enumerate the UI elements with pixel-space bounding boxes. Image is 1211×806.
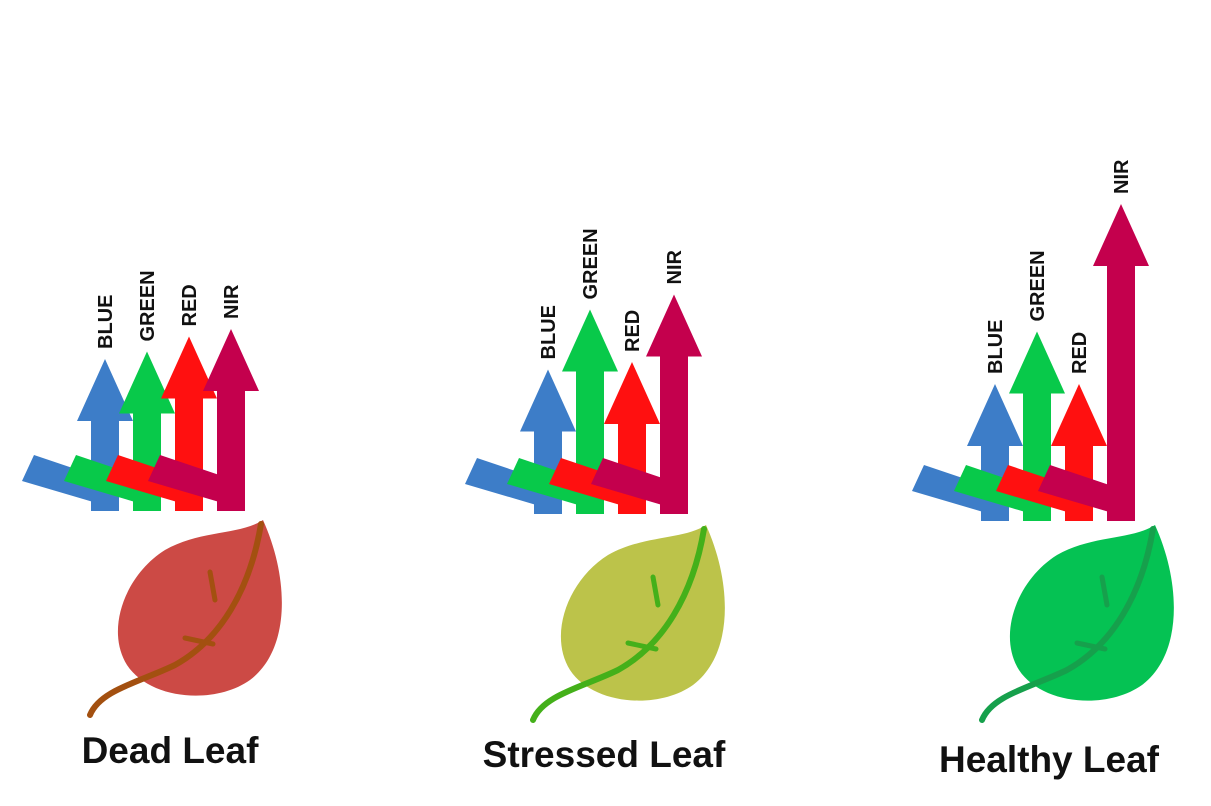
band-label-blue: BLUE	[538, 305, 560, 359]
band-label-red: RED	[179, 284, 201, 326]
leaf-title: Stressed Leaf	[483, 734, 726, 775]
arrow-nir	[646, 294, 702, 514]
beam-nir	[1038, 204, 1149, 521]
beam-nir	[591, 294, 702, 514]
band-label-blue: BLUE	[985, 320, 1007, 374]
band-label-nir: NIR	[221, 284, 243, 319]
band-label-green: GREEN	[1027, 250, 1049, 321]
leaf-icon	[87, 520, 282, 718]
band-label-red: RED	[622, 310, 644, 352]
stressed-leaf-panel: BLUE GREEN RED NIR Stressed Leaf	[465, 228, 726, 775]
leaf-title: Healthy Leaf	[939, 739, 1160, 780]
healthy-leaf-panel: BLUE GREEN RED NIR Healthy Leaf	[912, 159, 1174, 780]
band-label-green: GREEN	[580, 228, 602, 299]
dead-leaf-panel: BLUE GREEN RED NIR Dead Leaf	[22, 270, 282, 771]
band-label-blue: BLUE	[95, 295, 117, 349]
band-label-red: RED	[1069, 332, 1091, 374]
leaf-title: Dead Leaf	[82, 730, 260, 771]
band-label-green: GREEN	[137, 270, 159, 341]
band-label-nir: NIR	[664, 250, 686, 285]
band-label-nir: NIR	[1111, 159, 1133, 194]
leaf-icon	[530, 525, 725, 723]
leaf-icon	[979, 525, 1174, 723]
arrow-nir	[203, 329, 259, 511]
arrow-nir	[1093, 204, 1149, 521]
beam-nir	[148, 329, 259, 511]
